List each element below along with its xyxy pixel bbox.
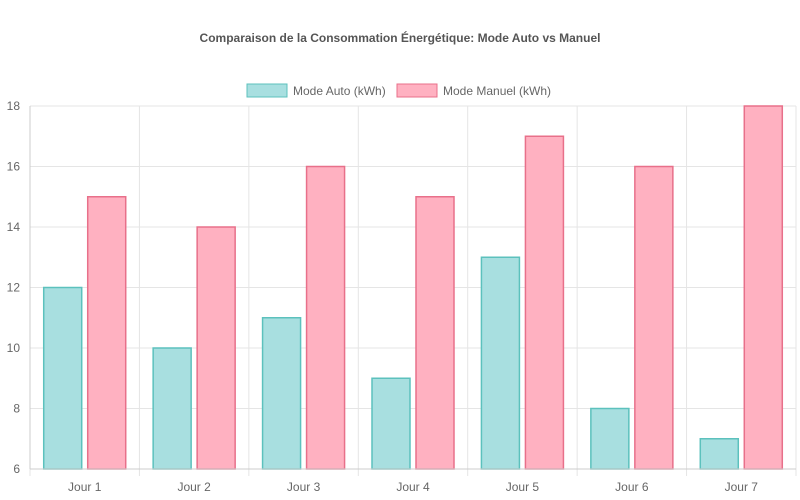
chart-title: Comparaison de la Consommation Énergétiq… [200,30,601,45]
y-axis-ticks: 6 8 10 12 14 16 18 [7,99,21,476]
x-tick-label: Jour 4 [396,480,430,494]
bar-series2-jour-3[interactable] [305,165,346,470]
bar-series2-jour-2[interactable] [196,226,236,470]
axes [29,106,796,470]
y-tick-label: 8 [13,402,20,416]
bar-series1-jour-3[interactable] [261,317,302,470]
y-tick-label: 16 [7,160,21,174]
legend-swatch-2[interactable] [396,83,438,98]
bars [42,105,784,470]
bar-series2-jour-7[interactable] [743,105,784,470]
x-tick-label: Jour 5 [506,480,540,494]
y-tick-label: 6 [13,462,20,476]
x-tick-label: Jour 7 [725,480,759,494]
legend-swatch-1[interactable] [246,83,288,98]
x-axis-ticks: Jour 1 Jour 2 Jour 3 Jour 4 Jour 5 Jour 6 Jour… [68,480,758,494]
x-tick-label: Jour 3 [287,480,321,494]
legend-label-1[interactable]: Mode Auto (kWh) [293,84,386,98]
bar-series1-jour-4[interactable] [371,377,411,470]
bar-series1-jour-1[interactable] [42,286,83,470]
y-tick-label: 12 [7,281,21,295]
legend: Mode Auto (kWh) Mode Manuel (kWh) [246,83,551,98]
legend-label-2[interactable]: Mode Manuel (kWh) [443,84,551,98]
bar-series2-jour-6[interactable] [634,165,674,470]
gridlines [29,105,797,476]
bar-series1-jour-7[interactable] [699,438,740,470]
y-tick-label: 10 [7,341,21,355]
bar-series2-jour-1[interactable] [86,196,127,470]
bar-series2-jour-5[interactable] [524,135,565,470]
y-tick-label: 14 [7,220,21,234]
bar-series2-jour-4[interactable] [415,196,455,470]
y-tick-label: 18 [7,99,21,113]
x-tick-label: Jour 6 [615,480,649,494]
x-tick-label: Jour 1 [68,480,102,494]
bar-series1-jour-5[interactable] [480,256,521,470]
bar-series1-jour-2[interactable] [152,347,192,470]
x-tick-label: Jour 2 [177,480,211,494]
bar-series1-jour-6[interactable] [590,407,630,470]
